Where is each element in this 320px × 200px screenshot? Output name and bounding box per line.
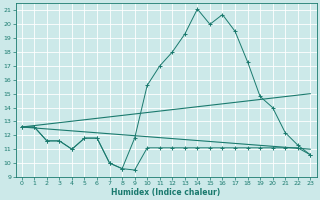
X-axis label: Humidex (Indice chaleur): Humidex (Indice chaleur) bbox=[111, 188, 221, 197]
